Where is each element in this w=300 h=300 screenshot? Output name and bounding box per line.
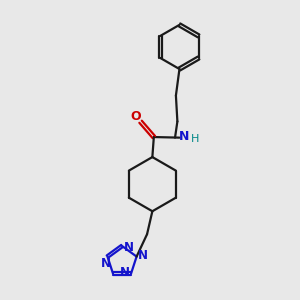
Text: N: N	[120, 266, 130, 279]
Text: H: H	[191, 134, 199, 144]
Text: N: N	[124, 241, 134, 254]
Text: N: N	[101, 256, 111, 269]
Text: N: N	[138, 250, 148, 262]
Text: O: O	[130, 110, 141, 123]
Text: N: N	[179, 130, 189, 143]
